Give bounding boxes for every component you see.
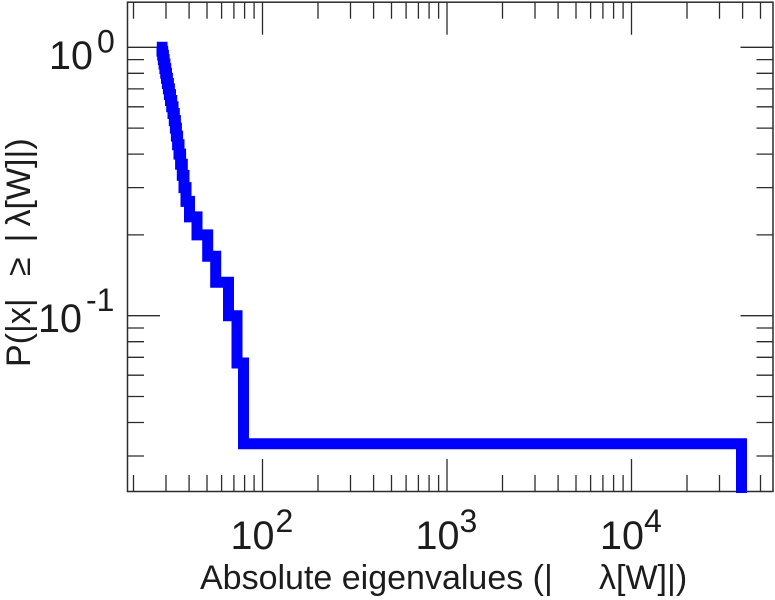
svg-text:4: 4 bbox=[644, 503, 662, 539]
svg-text:2: 2 bbox=[276, 503, 294, 539]
svg-text:P(|x|: P(|x| bbox=[0, 298, 38, 367]
svg-text:≥: ≥ bbox=[0, 257, 38, 276]
svg-text:3: 3 bbox=[460, 503, 478, 539]
svg-text:λ[W]|): λ[W]|) bbox=[0, 138, 38, 226]
svg-text:-1: -1 bbox=[86, 282, 114, 318]
svg-text:|: | bbox=[0, 234, 38, 243]
svg-text:10: 10 bbox=[600, 514, 644, 558]
svg-text:10: 10 bbox=[49, 34, 93, 78]
svg-text:10: 10 bbox=[231, 514, 275, 558]
svg-text:0: 0 bbox=[97, 24, 115, 60]
svg-text:10: 10 bbox=[416, 514, 460, 558]
svg-text:λ[W]|): λ[W]|) bbox=[599, 559, 687, 597]
svg-text:Absolute eigenvalues (|: Absolute eigenvalues (| bbox=[200, 559, 553, 597]
svg-text:10: 10 bbox=[38, 297, 82, 341]
